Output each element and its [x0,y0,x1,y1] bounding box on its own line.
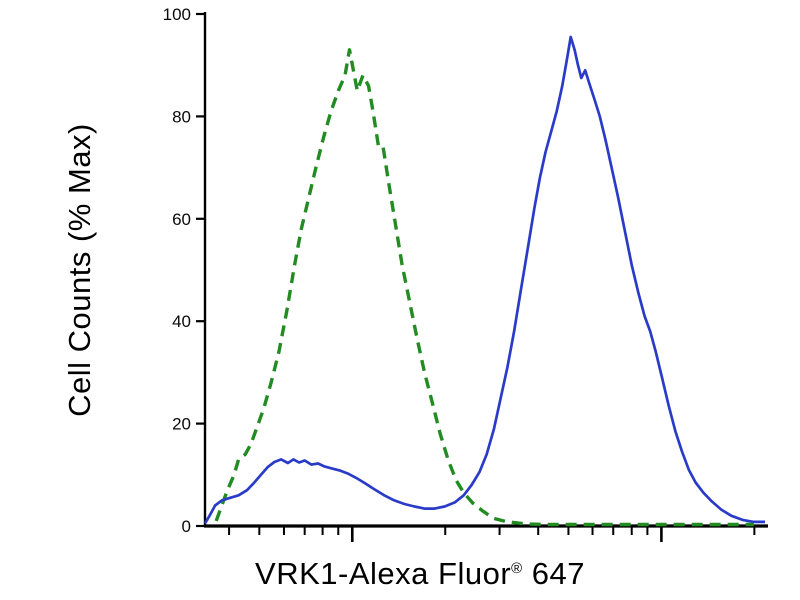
y-tick-label: 0 [182,517,191,536]
y-tick-label: 20 [172,415,191,434]
x-axis-title: VRK1-Alexa Fluor® 647 [255,556,585,592]
blue-solid-curve [203,35,765,525]
x-axis-title-main: VRK1-Alexa Fluor [255,556,512,591]
x-axis-title-suffix: 647 [522,556,585,591]
y-tick-label: 60 [172,210,191,229]
y-tick-label: 80 [172,107,191,126]
y-tick-label: 40 [172,312,191,331]
green-dashed-curve [214,48,754,527]
registered-trademark-symbol: ® [511,561,523,578]
y-tick-label: 100 [163,5,191,24]
